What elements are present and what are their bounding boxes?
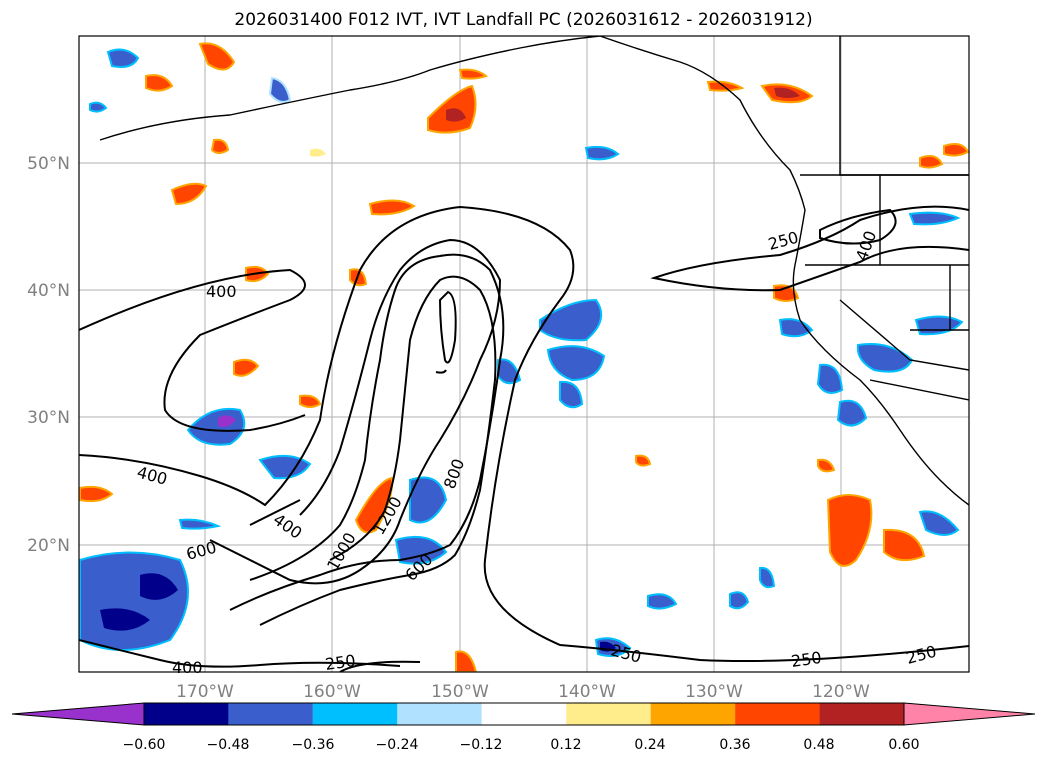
colorbar-bin [144, 703, 229, 725]
coastline [99, 36, 969, 506]
contour-label: 400 [172, 658, 203, 677]
colorbar: −0.60 −0.48 −0.36 −0.24 −0.12 0.12 0.24 … [11, 702, 1036, 753]
colorbar-tick-label: −0.24 [376, 737, 419, 753]
lon-label: 170°W [176, 682, 234, 702]
contour-label: 250 [324, 651, 357, 674]
map-panel [79, 36, 969, 672]
colorbar-bin [735, 703, 820, 725]
ivt-contours [79, 205, 969, 672]
colorbar-bin [228, 703, 313, 725]
lat-label: 40°N [27, 281, 70, 301]
colorbar-bin [819, 703, 904, 725]
colorbar-tick-label: −0.12 [460, 737, 503, 753]
colorbar-tick-label: −0.36 [292, 737, 335, 753]
lon-label: 160°W [303, 682, 361, 702]
colorbar-tick-label: −0.48 [207, 737, 250, 753]
colorbar-tick-label: 0.12 [550, 737, 581, 753]
colorbar-tick-label: 0.60 [888, 737, 919, 753]
negative-pc-regions [79, 48, 964, 657]
colorbar-tick-label: 0.48 [803, 737, 834, 753]
lat-label: 30°N [27, 408, 70, 428]
lat-label: 20°N [27, 536, 70, 556]
contour-label: 400 [206, 282, 237, 301]
lat-label: 50°N [27, 154, 70, 174]
positive-pc-regions [79, 42, 969, 672]
lon-label: 130°W [685, 682, 743, 702]
colorbar-high-extension [903, 702, 1036, 726]
colorbar-bin [481, 703, 567, 725]
map-title: 2026031400 F012 IVT, IVT Landfall PC (20… [234, 10, 813, 30]
longitude-labels: 170°W 160°W 150°W 140°W 130°W 120°W [176, 682, 870, 702]
colorbar-tick-label: 0.24 [634, 737, 665, 753]
map-frame [78, 35, 970, 673]
lon-label: 140°W [558, 682, 616, 702]
latitude-labels: 50°N 40°N 30°N 20°N [27, 154, 70, 556]
colorbar-tick-label: −0.60 [123, 737, 166, 753]
lon-label: 150°W [431, 682, 489, 702]
lon-label: 120°W [812, 682, 870, 702]
colorbar-bin [312, 703, 398, 725]
colorbar-tick-label: 0.36 [719, 737, 750, 753]
contour-label: 250 [790, 648, 823, 671]
colorbar-bin [566, 703, 651, 725]
colorbar-bin [650, 703, 736, 725]
colorbar-bin [397, 703, 482, 725]
colorbar-low-extension [11, 702, 145, 726]
